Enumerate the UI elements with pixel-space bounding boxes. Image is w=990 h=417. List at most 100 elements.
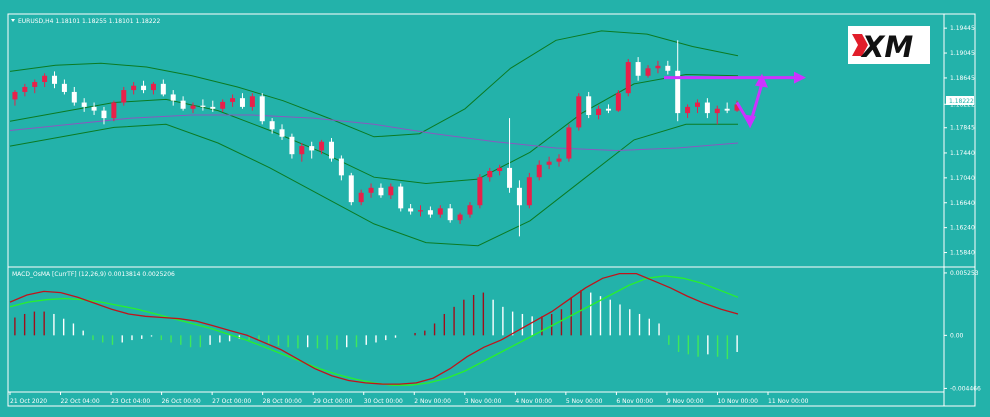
candle-body <box>724 108 730 111</box>
candle-body <box>398 186 404 209</box>
candle-body <box>42 75 48 82</box>
candle-body <box>418 210 424 212</box>
candle-body <box>378 187 384 196</box>
candle-body <box>91 106 97 111</box>
candle-body <box>477 177 483 206</box>
current-price-label-bg <box>946 96 974 105</box>
price-tick-label: 1.18645 <box>950 75 975 82</box>
candle-body <box>536 164 542 178</box>
time-tick-label: 3 Nov 00:00 <box>465 398 502 405</box>
price-tick-label: 1.17440 <box>950 150 975 157</box>
candle-body <box>596 108 602 115</box>
time-tick-label: 10 Nov 00:00 <box>717 398 758 405</box>
time-tick-label: 22 Oct 04:00 <box>61 398 100 405</box>
candle-body <box>507 167 513 188</box>
candle-body <box>694 102 700 107</box>
candle-body <box>645 68 651 76</box>
candle-body <box>239 98 245 107</box>
candle-body <box>61 83 67 92</box>
time-tick-label: 6 Nov 00:00 <box>616 398 653 405</box>
macd-axis: 0.005253 0.00 -0.004466 <box>944 270 981 392</box>
candle-body <box>338 158 344 176</box>
macd-tick-label: 0.00 <box>950 332 964 339</box>
candle-body <box>111 102 117 119</box>
price-tick-label: 1.17845 <box>950 125 975 132</box>
macd-main-line <box>9 272 739 385</box>
candle-body <box>734 104 740 111</box>
forecast-arrowhead-down <box>743 114 756 129</box>
time-tick-label: 26 Oct 00:00 <box>162 398 201 405</box>
candle-body <box>665 65 671 71</box>
candle-body <box>685 106 691 114</box>
candle-body <box>556 158 562 162</box>
candle-body <box>200 105 206 107</box>
candle-body <box>427 210 433 215</box>
candle-body <box>457 214 463 221</box>
candle-body <box>526 177 532 206</box>
candle-body <box>32 81 38 87</box>
time-axis: 21 Oct 2020 22 Oct 04:00 23 Oct 04:00 26 Oc… <box>9 392 809 405</box>
candle-body <box>279 129 285 137</box>
candle-body <box>625 62 631 94</box>
candle-body <box>487 171 493 178</box>
candle-body <box>497 167 503 172</box>
candle-body <box>368 187 374 193</box>
time-tick-label: 29 Oct 00:00 <box>313 398 352 405</box>
symbol-header: EURUSD,H4 1.18101 1.18255 1.18101 1.1822… <box>18 18 160 25</box>
price-pane[interactable] <box>9 30 740 247</box>
xm-logo-red-mark <box>852 34 868 56</box>
candle-body <box>319 141 325 151</box>
forecast-arrowhead-right <box>794 71 806 84</box>
candle-body <box>170 94 176 101</box>
current-price-label: 1.18222 <box>949 98 974 105</box>
candle-body <box>566 127 572 159</box>
moving-average-line <box>9 114 739 152</box>
bollinger-lower-line <box>9 123 738 247</box>
macd-pane[interactable] <box>9 272 739 386</box>
candle-body <box>655 65 661 69</box>
macd-tick-label: -0.004466 <box>950 385 981 392</box>
time-tick-label: 11 Nov 00:00 <box>768 398 809 405</box>
price-tick-label: 1.17040 <box>950 175 975 182</box>
candle-body <box>12 91 18 100</box>
candle-body <box>704 102 710 114</box>
candle-body <box>447 208 453 221</box>
price-tick-label: 1.19445 <box>950 25 975 32</box>
candle-body <box>259 96 265 122</box>
candle-body <box>576 96 582 128</box>
candle-body <box>160 83 166 95</box>
price-tick-label: 1.15840 <box>950 250 975 257</box>
candle-body <box>437 208 443 215</box>
time-tick-label: 30 Oct 00:00 <box>364 398 403 405</box>
price-tick-label: 1.19045 <box>950 50 975 57</box>
time-tick-label: 4 Nov 00:00 <box>515 398 552 405</box>
price-tick-label: 1.16640 <box>950 200 975 207</box>
collapse-triangle-icon[interactable] <box>11 19 15 22</box>
indicator-header: MACD_OsMA [CurrTF] (12,26,9) 0.0013814 0… <box>12 271 175 278</box>
candle-body <box>52 75 58 84</box>
candle-body <box>230 98 236 102</box>
time-tick-label: 27 Oct 00:00 <box>212 398 251 405</box>
time-tick-label: 28 Oct 00:00 <box>263 398 302 405</box>
candle-body <box>516 187 522 206</box>
candle-body <box>675 70 681 114</box>
forecast-arrows <box>664 71 806 129</box>
candle-body <box>22 86 28 92</box>
candle-body <box>714 108 720 114</box>
candle-body <box>467 205 473 215</box>
candle-body <box>121 90 127 103</box>
macd-tick-label: 0.005253 <box>950 270 979 277</box>
candle-body <box>605 108 611 111</box>
candle-body <box>81 102 87 107</box>
candle-body <box>635 62 641 76</box>
candle-body <box>141 85 147 91</box>
candle-body <box>190 105 196 109</box>
candle-body <box>210 106 216 109</box>
candle-body <box>101 110 107 119</box>
price-tick-label: 1.16240 <box>950 225 975 232</box>
candle-body <box>408 208 414 212</box>
candle-body <box>309 146 315 151</box>
candle-body <box>388 186 394 196</box>
